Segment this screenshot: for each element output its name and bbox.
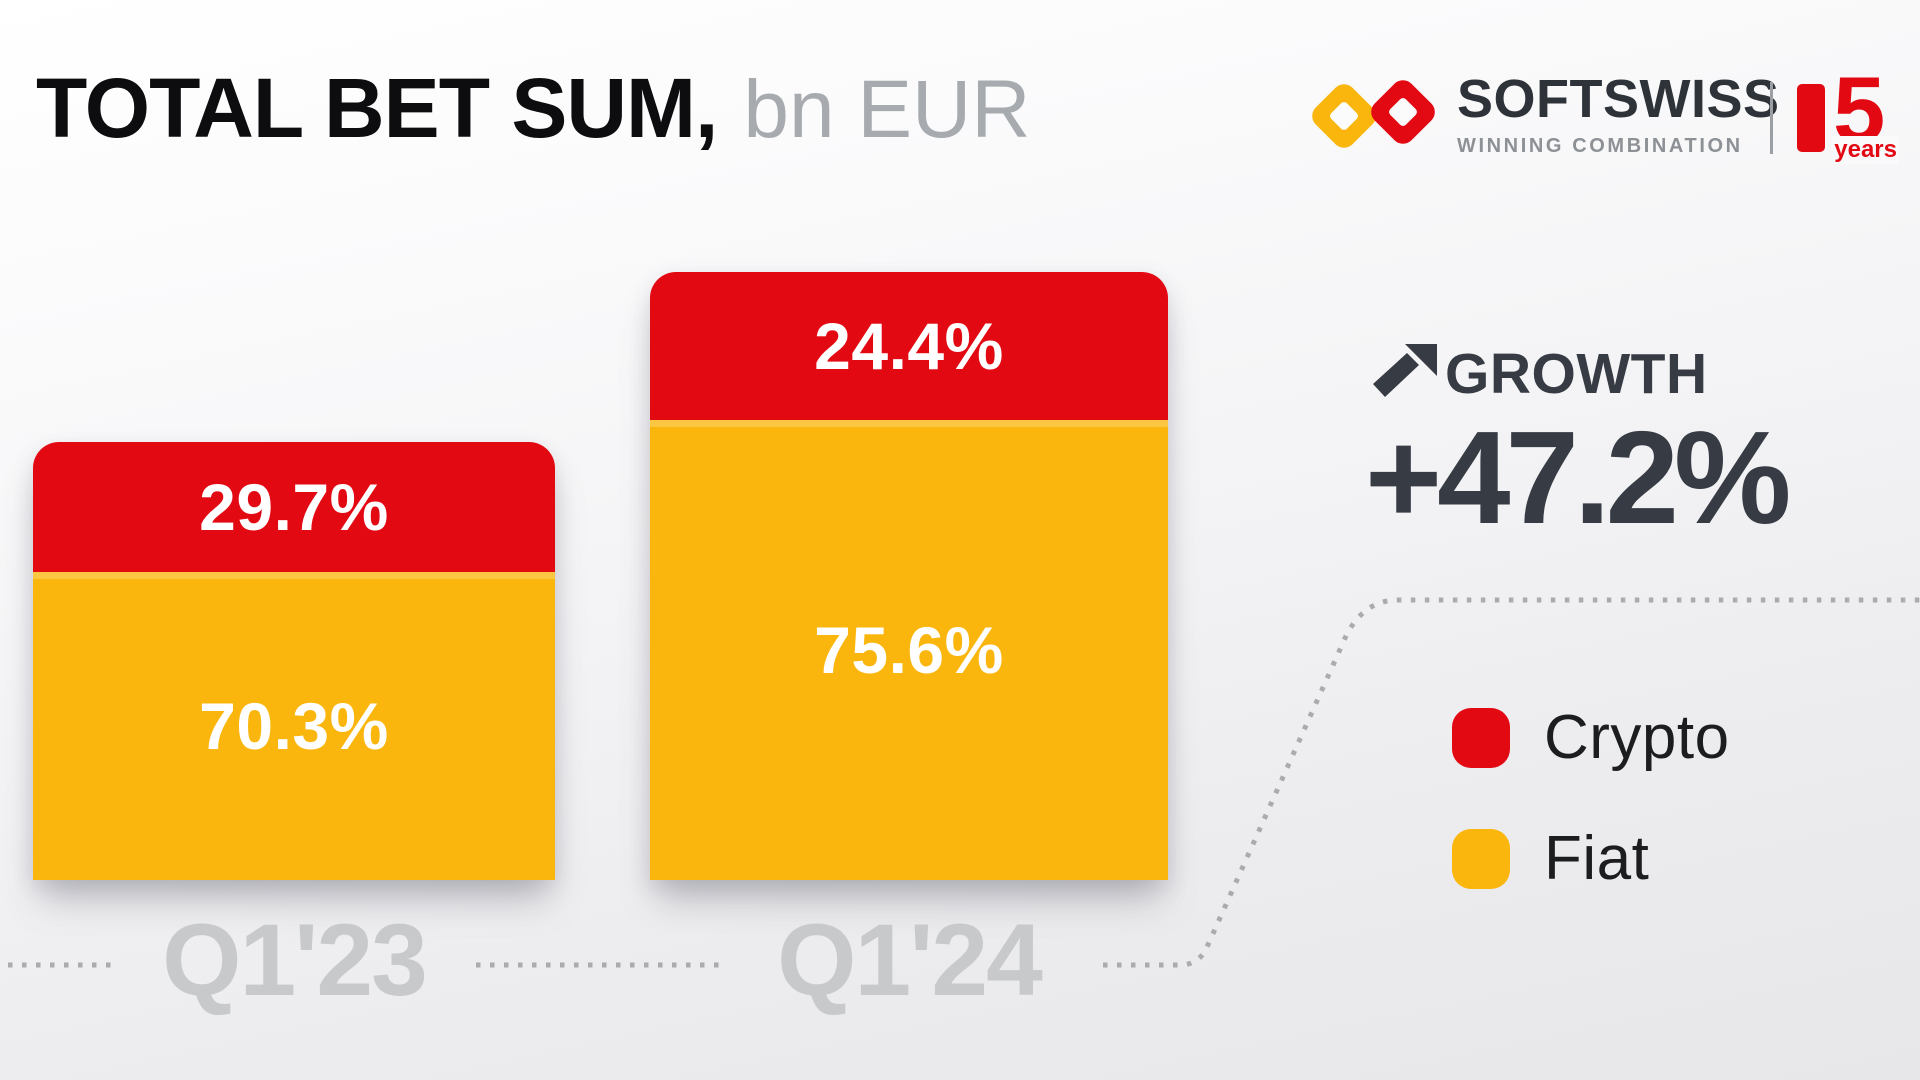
brand-tagline: WINNING COMBINATION bbox=[1457, 135, 1743, 157]
segment-value-label: 70.3% bbox=[199, 689, 389, 764]
page-title-unit: bn EUR bbox=[743, 64, 1031, 155]
chart-legend: Crypto Fiat bbox=[1452, 702, 1730, 894]
growth-heading: GROWTH bbox=[1365, 340, 1845, 407]
category-label: Q1'23 bbox=[162, 903, 428, 1017]
logo-divider bbox=[1770, 82, 1773, 154]
segment-value-label: 29.7% bbox=[199, 470, 389, 545]
legend-item-fiat: Fiat bbox=[1452, 823, 1730, 894]
page-title-text: TOTAL BET SUM, bbox=[36, 61, 718, 155]
growth-value: +47.2% bbox=[1365, 404, 1791, 551]
brand-name: SOFTSWISS bbox=[1457, 69, 1780, 129]
softswiss-logo-icon bbox=[1312, 80, 1435, 148]
category-label: Q1'24 bbox=[777, 903, 1043, 1017]
stacked-bar-q1-24: 24.4% 75.6% bbox=[650, 272, 1168, 880]
bar-segment-fiat: 75.6% bbox=[650, 420, 1168, 880]
bar-segment-fiat: 70.3% bbox=[33, 572, 555, 880]
legend-label-fiat: Fiat bbox=[1544, 824, 1650, 893]
legend-label-crypto: Crypto bbox=[1544, 703, 1730, 772]
legend-item-crypto: Crypto bbox=[1452, 702, 1730, 773]
bar-segment-crypto: 24.4% bbox=[650, 272, 1168, 421]
anniversary-badge: 5 years bbox=[1797, 63, 1899, 164]
anniversary-digit-one bbox=[1797, 84, 1825, 152]
segment-value-label: 75.6% bbox=[814, 613, 1004, 688]
growth-arrow-icon bbox=[1373, 344, 1437, 397]
segment-value-label: 24.4% bbox=[814, 309, 1004, 384]
stacked-bar-q1-23: 29.7% 70.3% bbox=[33, 442, 555, 880]
growth-callout: GROWTH +47.2% bbox=[1365, 340, 1845, 544]
bar-segment-crypto: 29.7% bbox=[33, 442, 555, 573]
softswiss-wordmark: SOFTSWISS WINNING COMBINATION bbox=[1457, 72, 1780, 158]
growth-label: GROWTH bbox=[1445, 342, 1708, 407]
crypto-swatch-icon bbox=[1452, 707, 1510, 768]
page-title: TOTAL BET SUM, bn EUR bbox=[36, 60, 1030, 157]
anniversary-years-label: years bbox=[1832, 136, 1899, 164]
fiat-swatch-icon bbox=[1452, 828, 1510, 889]
